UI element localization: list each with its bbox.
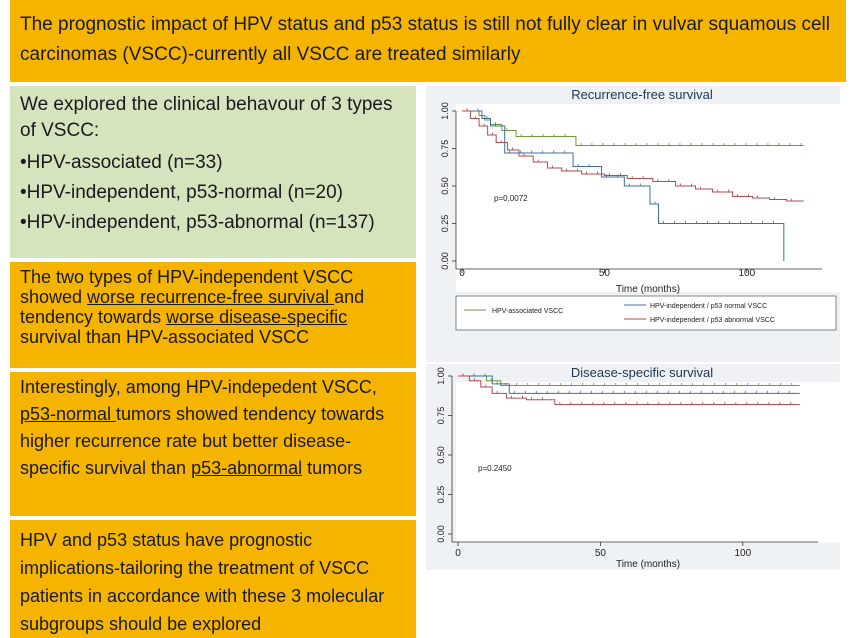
finding1-underline-rfs: worse recurrence-free survival	[87, 287, 335, 307]
y-tick-label: 0.75	[436, 407, 446, 425]
finding2-underline-p53-abnormal: p53-abnormal	[191, 458, 303, 478]
slide-title: The prognostic impact of HPV status and …	[20, 14, 830, 65]
y-tick-label: 1.00	[440, 102, 450, 120]
y-tick-label: 0.50	[436, 446, 446, 464]
y-tick-label: 0.50	[440, 177, 450, 195]
finding1-text: survival than HPV-associated VSCC	[20, 327, 310, 347]
series-line-p53-abnormal	[458, 375, 800, 405]
chart-title: Recurrence-free survival	[571, 87, 713, 102]
x-tick-label: 0	[455, 548, 461, 559]
legend	[455, 295, 837, 331]
series-line-p53-normal	[458, 375, 800, 394]
finding2-text: tumors	[302, 458, 363, 478]
intro-text: We explored the clinical behavour of 3 t…	[20, 94, 393, 141]
x-axis-label: Time (months)	[616, 559, 680, 570]
series-line-p53-abnormal	[462, 110, 804, 202]
legend-label-p53-normal: HPV-independent / p53 normal VSCC	[650, 303, 767, 310]
conclusion-text: HPV and p53 status have prognostic impli…	[20, 530, 385, 634]
series-line-hpv-associated	[462, 110, 804, 146]
list-item: •HPV-associated (n=33)	[20, 152, 223, 173]
finding1-underline-dss: worse disease-specific	[166, 307, 348, 327]
list-item: •HPV-independent, p53-normal (n=20)	[20, 182, 343, 203]
finding1-text: The two types of HPV-independent VSCC sh…	[20, 267, 354, 307]
y-tick-label: 1.00	[436, 367, 446, 385]
plot-area	[456, 104, 840, 292]
dss-chart: Disease-specific survival 0.00 0.25 0.50 0.…	[436, 365, 840, 570]
rfs-chart: Recurrence-free survival 0.00 0.25 0.50 0.7…	[440, 87, 840, 331]
legend-label-hpv-associated: HPV-associated VSCC	[492, 308, 563, 315]
p-value-annotation: p=0.2450	[478, 464, 512, 473]
finding-box-2: Interestingly, among HPV-indepedent VSCC…	[10, 372, 416, 516]
p-value-annotation: p=0.0072	[494, 194, 528, 203]
y-tick-label: 0.75	[440, 140, 450, 158]
x-tick-label: 100	[738, 268, 755, 279]
finding2-text: Interestingly, among HPV-indepedent VSCC…	[20, 377, 377, 397]
dss-chart-panel: Disease-specific survival 0.00 0.25 0.50 0.…	[426, 364, 840, 570]
rfs-chart-panel: Recurrence-free survival 0.00 0.25 0.50 0.7…	[426, 86, 840, 362]
list-item: •HPV-independent, p53-abnormal (n=137)	[20, 212, 375, 233]
study-groups-box: We explored the clinical behavour of 3 t…	[10, 86, 416, 258]
chart-title: Disease-specific survival	[571, 365, 713, 380]
y-tick-label: 0.25	[436, 486, 446, 504]
title-banner: The prognostic impact of HPV status and …	[10, 0, 846, 82]
series-line-p53-normal	[462, 110, 785, 261]
plot-area	[456, 382, 840, 542]
y-tick-label: 0.00	[440, 252, 450, 270]
conclusion-box: HPV and p53 status have prognostic impli…	[10, 520, 416, 638]
y-tick-label: 0.00	[436, 525, 446, 543]
x-tick-label: 50	[595, 548, 607, 559]
x-tick-label: 50	[599, 268, 611, 279]
finding2-text: tumors showed tendency towards higher re…	[20, 404, 385, 478]
x-tick-label: 0	[459, 268, 465, 279]
finding1-text: and tendency towards	[20, 287, 365, 327]
finding2-underline-p53-normal: p53-normal	[20, 404, 117, 424]
y-tick-label: 0.25	[440, 215, 450, 233]
legend-label-p53-abnormal: HPV-independent / p53 abnormal VSCC	[650, 317, 775, 324]
x-axis-label: Time (months)	[616, 284, 680, 295]
finding-box-1: The two types of HPV-independent VSCC sh…	[10, 262, 416, 368]
x-tick-label: 100	[734, 548, 751, 559]
